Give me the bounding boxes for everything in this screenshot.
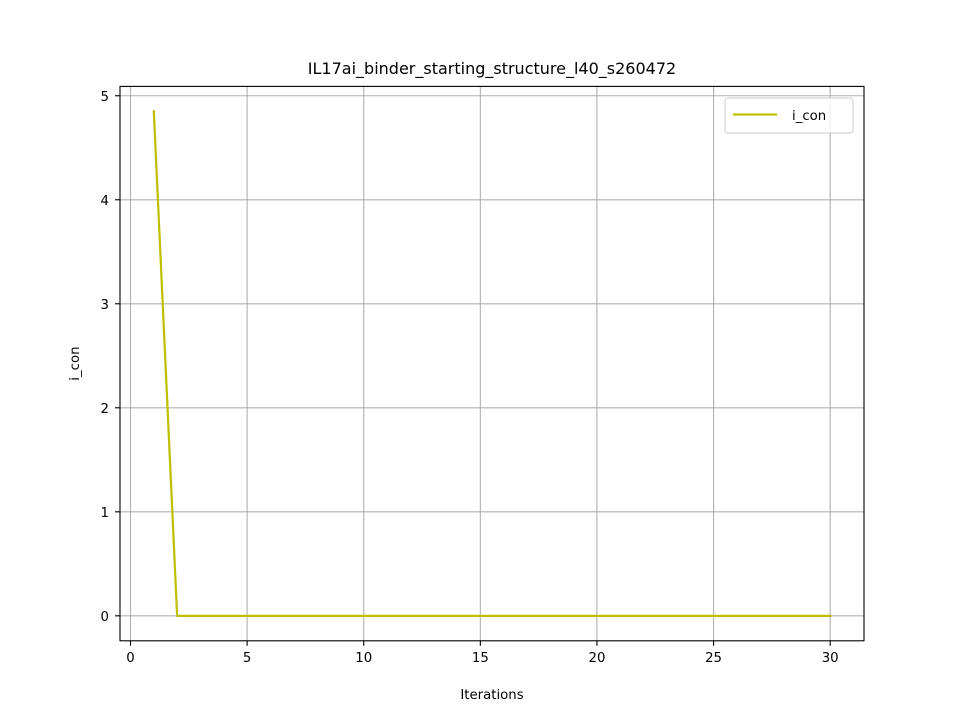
legend: i_con [724, 97, 854, 134]
x-axis-label: Iterations [460, 688, 523, 703]
y-axis-label: i_con [68, 346, 83, 380]
x-tick-label: 10 [355, 651, 372, 666]
x-tick-label: 5 [243, 651, 251, 666]
y-tick-label: 0 [101, 610, 109, 625]
legend-label: i_con [792, 109, 826, 124]
x-tick-label: 15 [472, 651, 489, 666]
ticks: 0 5 10 15 20 25 30 0 1 2 3 4 5 [101, 90, 839, 666]
y-tick-label: 3 [101, 298, 109, 313]
y-tick-label: 2 [101, 402, 109, 417]
x-tick-label: 25 [705, 651, 722, 666]
legend-box [724, 97, 854, 134]
y-tick-label: 5 [101, 90, 109, 105]
y-tick-label: 1 [101, 506, 109, 521]
series-line-i-con [152, 110, 832, 617]
x-tick-label: 0 [126, 651, 134, 666]
chart-title: IL17ai_binder_starting_structure_l40_s26… [308, 59, 676, 79]
series-layer [152, 110, 832, 617]
x-tick-label: 30 [822, 651, 839, 666]
y-tick-label: 4 [101, 194, 109, 209]
x-tick-label: 20 [588, 651, 605, 666]
plot-frame [119, 85, 865, 642]
